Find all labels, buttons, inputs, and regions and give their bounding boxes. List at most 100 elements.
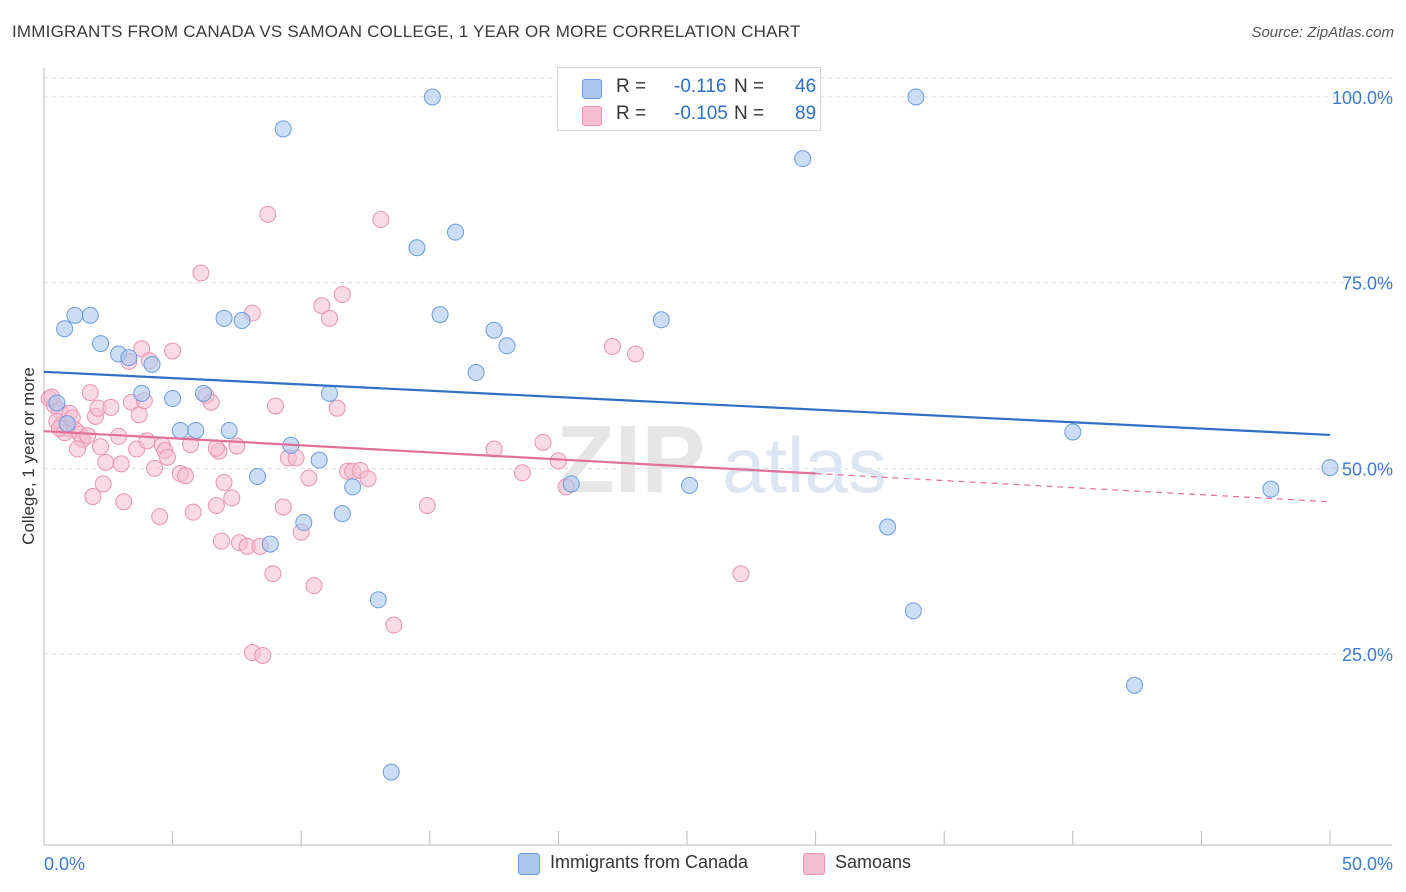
canada-point <box>58 415 76 433</box>
source-label: Source: ZipAtlas.com <box>1251 24 1394 41</box>
samoans-point <box>320 309 338 327</box>
legend-n-value-pink: 89 <box>795 103 817 124</box>
samoans-point <box>151 508 169 526</box>
canada-point <box>171 421 189 439</box>
canada-point <box>215 309 233 327</box>
samoans-point <box>333 286 351 304</box>
watermark-zip: ZIP <box>556 406 705 513</box>
axes <box>43 68 1392 846</box>
samoans-point <box>513 464 531 482</box>
correlation-legend: R = -0.116 N = 46 R = -0.105 N = 89 <box>557 67 821 131</box>
samoans-point <box>212 532 230 550</box>
samoans-point <box>164 342 182 360</box>
samoans-point <box>215 473 233 491</box>
canada-point <box>423 88 441 106</box>
samoans-point <box>534 433 552 451</box>
canada-trend-line <box>43 370 1331 437</box>
samoans-point <box>81 384 99 402</box>
canada-point <box>133 384 151 402</box>
samoans-point <box>603 338 621 356</box>
samoans-point <box>328 399 346 417</box>
canada-point <box>369 591 387 609</box>
canada-point <box>904 602 922 620</box>
canada-point <box>48 394 66 412</box>
y-tick-label: 25.0% <box>1342 645 1393 665</box>
canada-point <box>1262 480 1280 498</box>
canada-point <box>164 390 182 408</box>
y-tick-label: 50.0% <box>1342 459 1393 479</box>
legend-r-label: R = <box>616 103 647 124</box>
samoans-point <box>158 448 176 466</box>
samoans-point <box>68 440 86 458</box>
samoans-point <box>79 427 97 445</box>
canada-point <box>310 451 328 469</box>
canada-point <box>120 349 138 367</box>
legend-r-value-pink: -0.105 <box>674 103 728 124</box>
samoans-point <box>300 469 318 487</box>
legend-n-label: N = <box>734 76 765 97</box>
samoans-trend-line-extension <box>815 472 1331 503</box>
canada-point <box>261 535 279 553</box>
bottom-legend-swatch-blue <box>518 853 540 875</box>
canada-point <box>431 306 449 324</box>
canada-point <box>344 478 362 496</box>
canada-point <box>447 223 465 241</box>
legend-r-value-blue: -0.116 <box>674 76 727 97</box>
samoans-point <box>313 297 331 315</box>
canada-point <box>408 239 426 257</box>
canada-point <box>1126 676 1144 694</box>
chart-title: IMMIGRANTS FROM CANADA VS SAMOAN COLLEGE… <box>12 22 801 41</box>
samoans-point <box>184 503 202 521</box>
canada-point <box>66 306 84 324</box>
canada-point <box>56 320 74 338</box>
samoans-point <box>418 496 436 514</box>
samoans-point <box>130 406 148 424</box>
samoans-point <box>549 452 567 470</box>
y-axis-label: College, 1 year or more <box>19 367 38 545</box>
bottom-legend-label-samoans: Samoans <box>835 852 912 872</box>
samoans-point <box>94 475 112 493</box>
canada-point <box>681 476 699 494</box>
canada-point <box>1321 459 1339 477</box>
canada-point <box>295 514 313 532</box>
canada-point <box>652 311 670 329</box>
tick-labels: 25.0% 50.0% 75.0% 100.0% 0.0% 50.0% <box>44 88 1393 874</box>
samoans-point <box>627 345 645 363</box>
canada-point <box>794 150 812 168</box>
bottom-legend-swatch-pink <box>803 853 825 875</box>
samoans-point <box>223 489 241 507</box>
samoans-point <box>207 496 225 514</box>
canada-point <box>498 337 516 355</box>
y-tick-label: 75.0% <box>1342 274 1393 294</box>
canada-point <box>248 468 266 486</box>
samoans-point <box>732 565 750 583</box>
bottom-legend-label-canada: Immigrants from Canada <box>550 852 749 872</box>
canada-point <box>143 355 161 373</box>
samoans-point <box>359 470 377 488</box>
canada-point <box>92 335 110 353</box>
samoans-point <box>485 440 503 458</box>
canada-point <box>233 312 251 330</box>
samoans-point <box>138 432 156 450</box>
samoans-point <box>146 459 164 477</box>
canada-points <box>48 88 1339 781</box>
samoans-trend-line <box>43 430 816 475</box>
canada-point <box>1064 423 1082 441</box>
y-tick-label: 100.0% <box>1332 88 1393 108</box>
legend-swatch-pink <box>582 106 602 126</box>
canada-point <box>187 421 205 439</box>
samoans-point <box>207 439 225 457</box>
samoans-point <box>102 398 120 416</box>
samoans-point <box>266 397 284 415</box>
watermark: ZIP atlas <box>556 406 887 513</box>
canada-point <box>194 384 212 402</box>
gridlines <box>44 77 1392 655</box>
samoans-point <box>192 264 210 282</box>
legend-n-label: N = <box>734 103 765 124</box>
legend-n-value-blue: 46 <box>795 76 817 97</box>
canada-point <box>382 763 400 781</box>
samoans-point <box>259 205 277 223</box>
samoans-point <box>112 455 130 473</box>
legend-swatch-blue <box>582 79 602 99</box>
